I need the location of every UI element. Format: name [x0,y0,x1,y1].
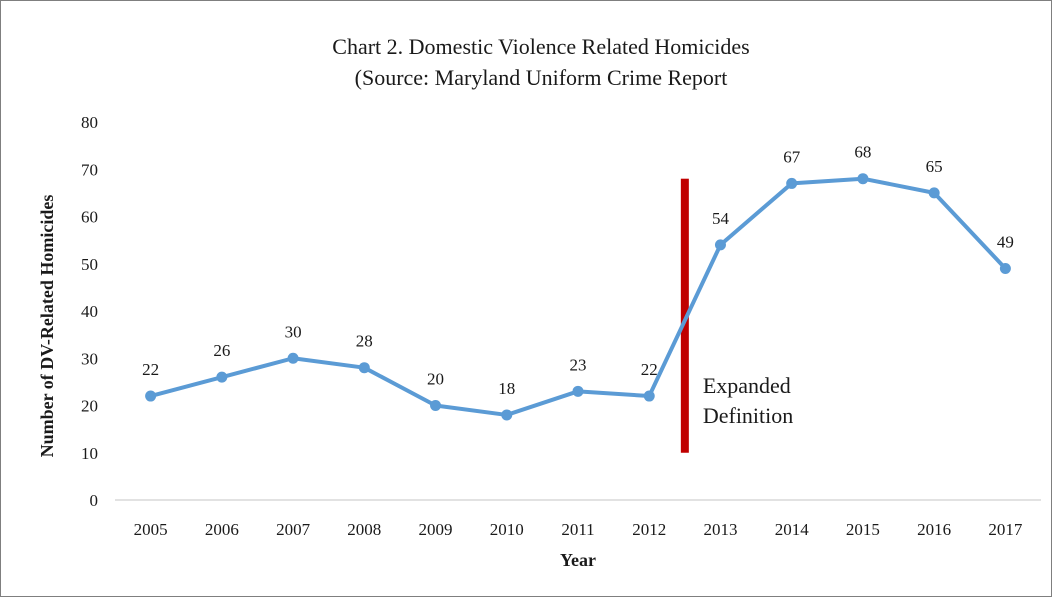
x-tick-label: 2007 [276,520,311,539]
x-tick-label: 2010 [490,520,524,539]
data-label: 22 [142,360,159,379]
y-tick-label: 80 [81,113,98,132]
y-tick-label: 50 [81,255,98,274]
data-point [572,385,584,397]
x-tick-label: 2009 [419,520,453,539]
data-label: 28 [356,332,373,351]
series-line [148,176,1008,417]
y-axis-ticks: 0 10 20 30 40 50 60 70 80 [81,113,98,510]
data-point [216,371,228,383]
data-label: 23 [570,355,587,374]
data-point [857,173,869,185]
expanded-definition-label: Expanded Definition [703,373,793,428]
x-tick-label: 2006 [205,520,239,539]
data-point [358,362,370,374]
y-tick-label: 0 [90,491,99,510]
y-tick-label: 20 [81,397,98,416]
chart-title-line-2: (Source: Maryland Uniform Crime Report [355,65,728,90]
data-point [501,409,513,421]
data-point [786,177,798,189]
x-axis-ticks: 2005 2006 2007 2008 2009 2010 2011 2012 2013 2014… [134,520,1023,539]
y-axis-title: Number of DV-Related Homicides [37,195,57,458]
x-tick-label: 2016 [917,520,951,539]
x-tick-label: 2005 [134,520,168,539]
data-label: 65 [926,157,943,176]
data-label: 68 [854,143,871,162]
data-label: 67 [783,147,801,166]
series-homicides [148,176,1008,417]
x-tick-label: 2011 [561,520,594,539]
y-tick-label: 60 [81,208,98,227]
data-label: 49 [997,232,1014,251]
x-axis-title: Year [560,550,596,570]
x-tick-label: 2012 [632,520,666,539]
data-points [145,173,1011,421]
data-point [999,262,1011,274]
data-label: 30 [285,322,302,341]
data-point [145,390,157,402]
x-tick-label: 2008 [347,520,381,539]
data-point [928,187,940,199]
x-tick-label: 2014 [775,520,810,539]
x-tick-label: 2015 [846,520,880,539]
data-label: 20 [427,370,444,389]
data-point [714,239,726,251]
data-label: 18 [498,379,515,398]
x-tick-label: 2013 [703,520,737,539]
data-label: 54 [712,209,730,228]
chart-title-line-1: Chart 2. Domestic Violence Related Homic… [332,34,749,59]
data-point [430,400,442,411]
annotation-line: Expanded [703,373,791,398]
y-tick-label: 10 [81,444,98,463]
data-label: 26 [213,341,230,360]
y-tick-label: 70 [81,160,98,179]
y-tick-label: 40 [81,302,98,321]
data-label: 22 [641,360,658,379]
data-point [287,352,299,364]
x-tick-label: 2017 [988,520,1023,539]
y-tick-label: 30 [81,349,98,368]
data-labels: 22 26 30 28 20 18 23 22 54 67 68 65 49 [142,143,1014,398]
data-point [643,390,655,402]
annotation-line: Definition [703,403,793,428]
expanded-definition-marker [680,178,689,453]
